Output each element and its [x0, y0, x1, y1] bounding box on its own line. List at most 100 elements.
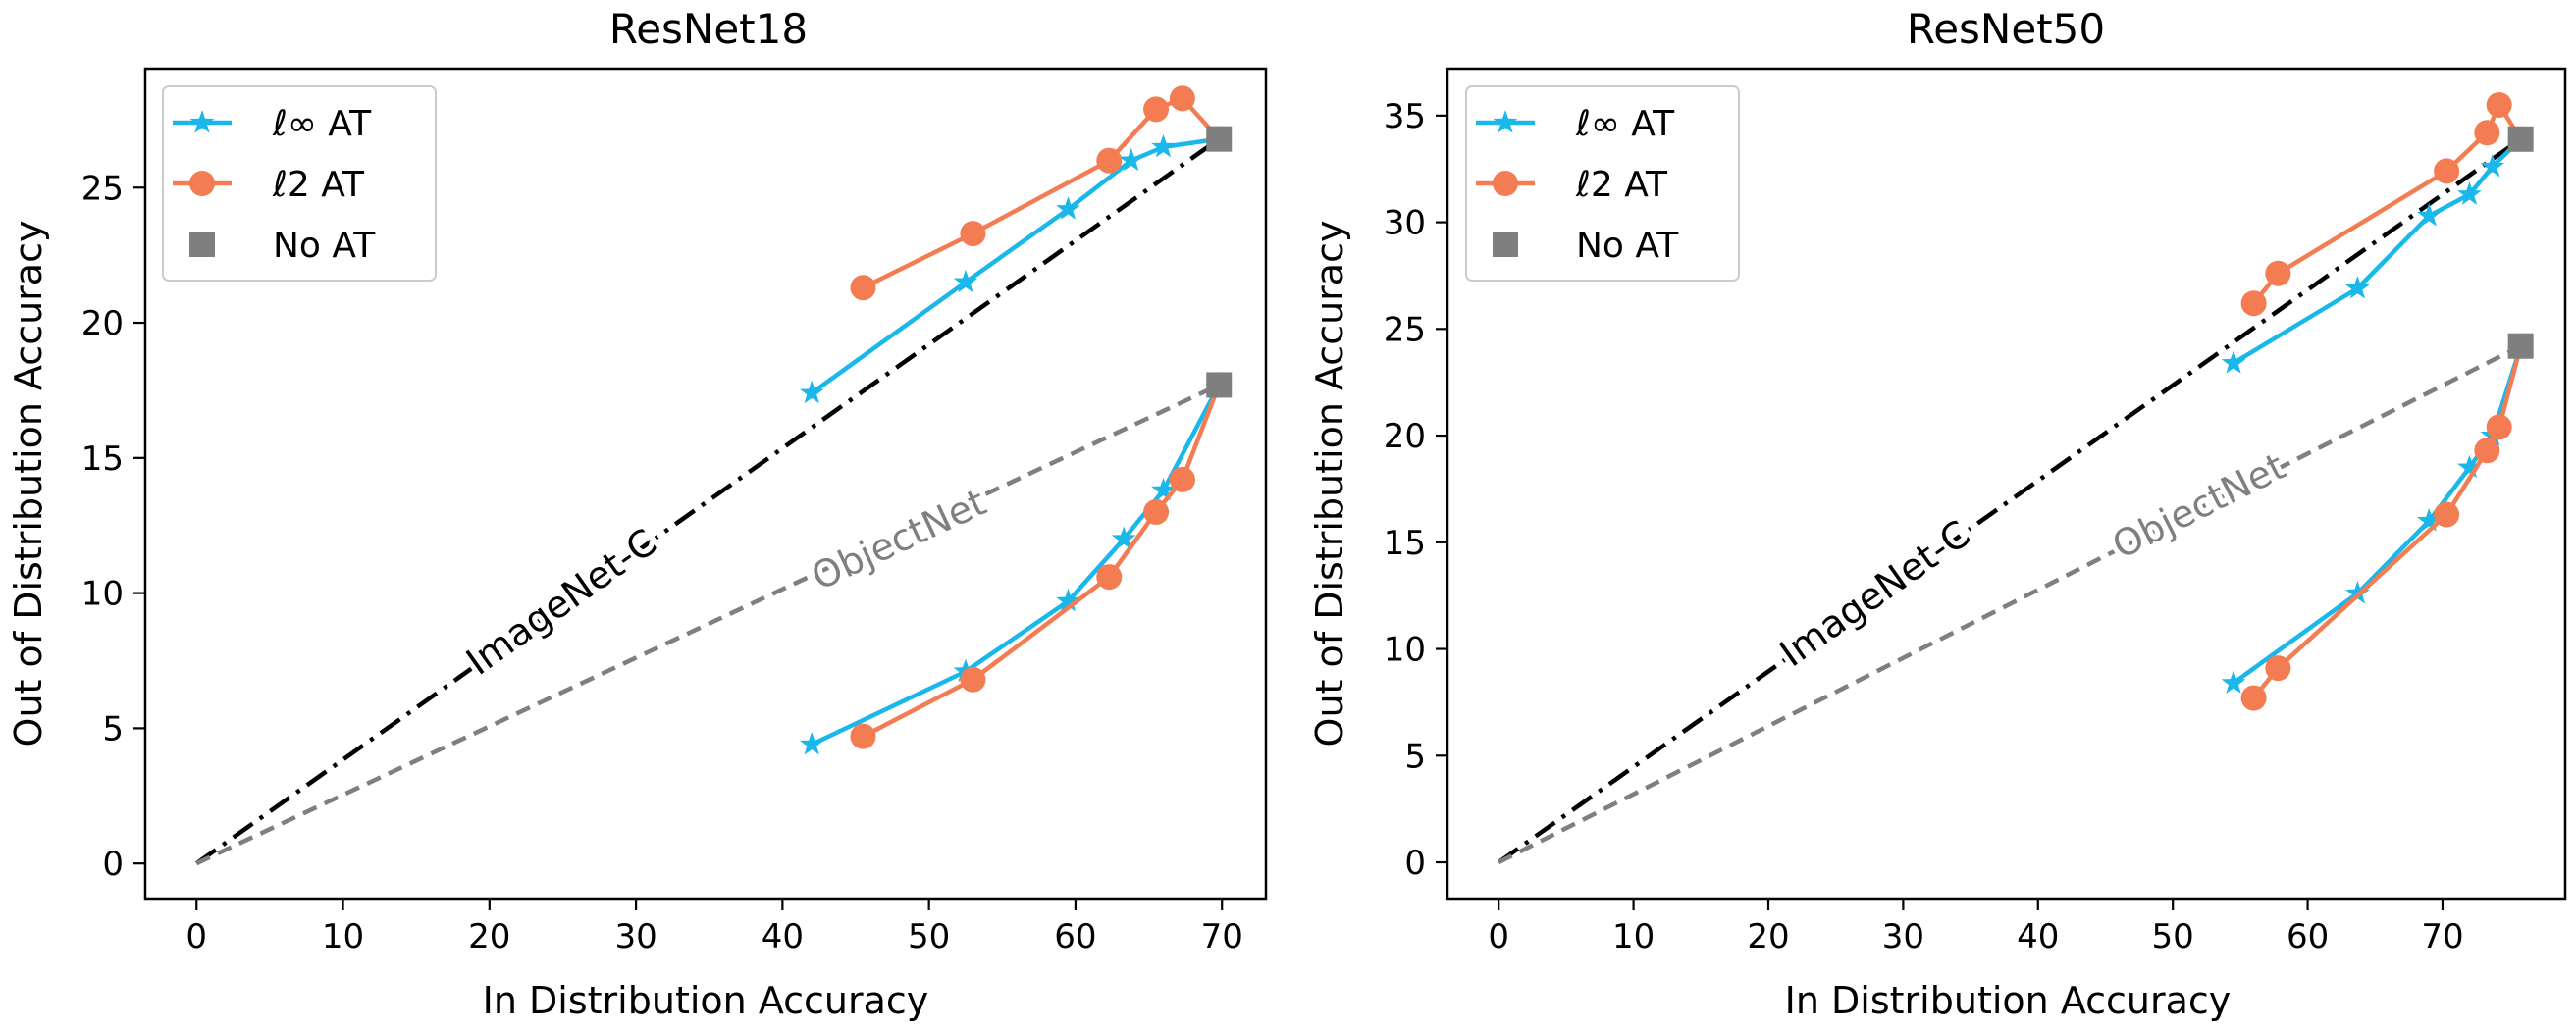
- x-axis-label: In Distribution Accuracy: [1785, 979, 2232, 1022]
- data-point: [2480, 154, 2505, 178]
- series-line: [2232, 137, 2523, 366]
- legend-swatch-linf: [173, 110, 232, 133]
- data-point: [2457, 181, 2482, 205]
- series-line: [2232, 345, 2523, 686]
- reference-line-label: ObjectNet: [805, 481, 992, 599]
- data-point: [1206, 372, 1233, 398]
- data-point: [2265, 655, 2291, 682]
- x-tick-label: 40: [2017, 917, 2059, 956]
- series-noat-imagenet-c: [1206, 126, 1233, 152]
- data-point: [1056, 588, 1080, 612]
- x-tick-label: 10: [1612, 917, 1655, 956]
- legend-swatch-linf: [1476, 110, 1535, 133]
- legend-marker: [189, 110, 215, 133]
- data-point: [799, 380, 824, 404]
- data-point: [2416, 508, 2442, 532]
- y-tick-label: 20: [1384, 417, 1426, 456]
- data-point: [1151, 133, 1176, 158]
- legend-swatch-noat: [1493, 232, 1518, 257]
- reference-line-label: ObjectNet: [2106, 444, 2292, 567]
- reference-line-label: ImageNet-C: [1772, 512, 1978, 675]
- y-tick-label: 10: [81, 575, 124, 614]
- data-point: [1056, 196, 1080, 220]
- data-point: [1111, 526, 1136, 550]
- data-point: [2474, 120, 2500, 146]
- data-point: [2507, 126, 2534, 152]
- series-noat-objectnet: [2507, 333, 2534, 359]
- x-axis-label: In Distribution Accuracy: [483, 979, 929, 1022]
- y-axis-label: Out of Distribution Accuracy: [7, 221, 50, 747]
- data-point: [1096, 147, 1123, 174]
- legend: ℓ∞ AT ℓ2 AT No AT: [162, 85, 437, 282]
- series-line: [810, 136, 1220, 395]
- y-tick-label: 15: [81, 439, 124, 479]
- legend-label-l2: ℓ2 AT: [272, 165, 365, 205]
- x-tick-label: 20: [468, 917, 510, 956]
- data-point: [799, 731, 824, 755]
- legend-marker: [189, 232, 215, 257]
- data-point: [1169, 466, 1195, 492]
- legend-label-noat: No AT: [273, 226, 376, 266]
- data-point: [2345, 276, 2370, 299]
- chart-title: ResNet50: [1907, 5, 2105, 53]
- data-point: [2221, 670, 2246, 694]
- x-tick-label: 40: [762, 917, 804, 956]
- panel-resnet18: ResNet18 ImageNet-C ObjectNet 0 10 20 30 40 50…: [7, 5, 1268, 1022]
- y-tick-label: 20: [81, 304, 124, 343]
- legend-marker: [1493, 110, 1518, 133]
- chart-title: ResNet18: [609, 5, 808, 53]
- legend-frame: [1465, 85, 1740, 282]
- series-l2-imagenet-c: [2240, 91, 2534, 317]
- data-point: [850, 275, 876, 301]
- data-point: [1143, 498, 1170, 525]
- y-tick-label: 10: [1384, 631, 1426, 670]
- x-tick-label: 30: [614, 917, 657, 956]
- x-tick-label: 50: [2152, 917, 2194, 956]
- y-tick-label: 25: [1384, 310, 1426, 349]
- legend-swatch-l2: [173, 171, 232, 196]
- data-point: [2474, 438, 2500, 464]
- data-point: [1151, 477, 1176, 501]
- legend-label-linf: ℓ∞ AT: [272, 104, 372, 144]
- legend-swatch-noat: [189, 232, 215, 257]
- legend-swatch-l2: [1476, 171, 1535, 196]
- data-point: [2457, 454, 2482, 479]
- legend-label-l2: ℓ2 AT: [1575, 165, 1668, 205]
- data-point: [960, 221, 986, 247]
- data-point: [1143, 96, 1170, 123]
- series-line: [2251, 345, 2523, 700]
- data-point: [1169, 85, 1195, 112]
- y-axis-label: Out of Distribution Accuracy: [1308, 221, 1351, 747]
- series-l2-objectnet: [850, 372, 1233, 749]
- panel-resnet50: ResNet50 ImageNet-C ObjectNet 0 10 20 30 40 50…: [1308, 5, 2567, 1022]
- x-tick-label: 60: [2287, 917, 2329, 956]
- x-tick-label: 0: [185, 917, 207, 956]
- y-tick-label: 15: [1384, 524, 1426, 563]
- y-tick-label: 5: [1404, 737, 1426, 776]
- x-tick-label: 60: [1054, 917, 1096, 956]
- data-point: [850, 723, 876, 749]
- legend-frame: [162, 85, 437, 282]
- reference-line-objectnet: [195, 383, 1221, 866]
- x-tick-label: 70: [2421, 917, 2463, 956]
- data-point: [2345, 581, 2370, 604]
- y-tick-label: 0: [102, 845, 124, 884]
- data-point: [2416, 203, 2442, 227]
- data-point: [953, 269, 978, 293]
- data-point: [960, 666, 986, 693]
- data-point: [1119, 147, 1144, 172]
- series-l2-objectnet: [2240, 333, 2534, 711]
- data-point: [2265, 260, 2291, 286]
- x-tick-label: 0: [1488, 917, 1509, 956]
- y-tick-label: 25: [81, 169, 124, 208]
- y-tick-label: 35: [1384, 97, 1426, 136]
- data-point: [2434, 158, 2460, 184]
- series-l2-imagenet-c: [850, 85, 1233, 301]
- x-tick-label: 70: [1201, 917, 1243, 956]
- y-tick-label: 30: [1384, 204, 1426, 243]
- reference-line-imagenet-c: [194, 136, 1221, 866]
- plot-frame: [143, 67, 1268, 901]
- plot-frame: [1446, 67, 2567, 901]
- data-point: [2240, 290, 2267, 317]
